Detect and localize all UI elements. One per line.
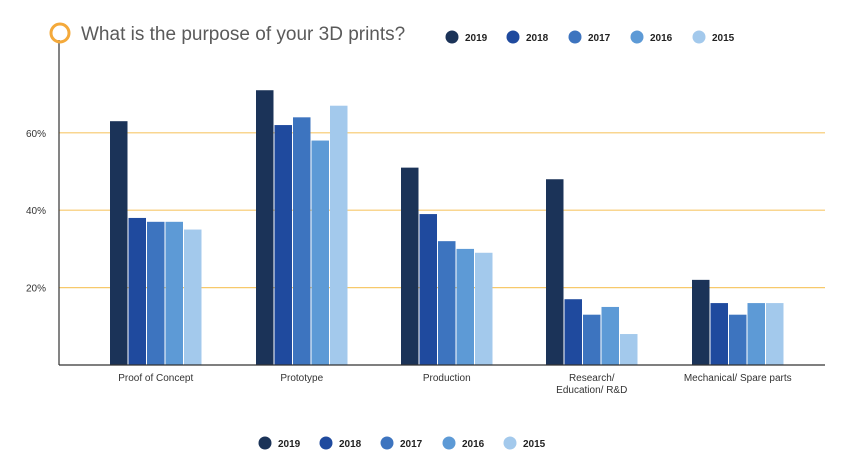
x-category-label: Prototype — [280, 373, 323, 384]
legend-swatch-2016 — [630, 30, 644, 44]
bar-2017 — [293, 117, 311, 365]
x-category-label: Mechanical/ Spare parts — [684, 373, 792, 384]
bar-2018 — [564, 299, 582, 365]
x-category-label: Proof of Concept — [118, 373, 193, 384]
legend-swatch-2015 — [503, 436, 517, 450]
bar-2016 — [165, 221, 183, 365]
bar-2018 — [128, 217, 146, 365]
bar-2015 — [330, 105, 348, 366]
legend-label: 2019 — [278, 439, 301, 450]
bar-2017 — [729, 314, 747, 365]
bar-2019 — [256, 90, 274, 365]
bar-2018 — [274, 125, 292, 365]
legend-bottom: 2019 2018 2017 2016 2015 — [258, 436, 546, 450]
bar-2015 — [184, 229, 202, 365]
legend-label: 2017 — [400, 439, 423, 450]
legend-label: 2019 — [465, 33, 488, 44]
circle-outline-icon — [49, 22, 71, 44]
bar-2016 — [601, 306, 619, 365]
y-tick-label: 60% — [26, 129, 46, 140]
legend-label: 2018 — [339, 439, 362, 450]
bar-2019 — [546, 179, 564, 365]
bar-2016 — [747, 303, 765, 365]
legend-label: 2016 — [650, 33, 673, 44]
legend-label: 2017 — [588, 33, 611, 44]
legend-swatch-2016 — [442, 436, 456, 450]
x-category-label: Research/ — [569, 373, 615, 384]
bar-2015 — [475, 252, 493, 365]
legend-swatch-2017 — [380, 436, 394, 450]
bar-2019 — [692, 279, 710, 365]
bar-2015 — [766, 303, 784, 365]
legend-swatch-2017 — [568, 30, 582, 44]
legend-swatch-2018 — [506, 30, 520, 44]
bar-2017 — [583, 314, 601, 365]
bar-2019 — [401, 167, 419, 365]
legend-swatch-2019 — [258, 436, 272, 450]
bar-2017 — [438, 241, 456, 365]
y-tick-label: 40% — [26, 206, 46, 217]
bar-2017 — [147, 221, 165, 365]
bar-2018 — [710, 303, 728, 365]
legend-swatch-2019 — [445, 30, 459, 44]
x-category-label: Education/ R&D — [556, 385, 627, 396]
bar-2016 — [311, 140, 329, 365]
bar-2015 — [620, 334, 638, 365]
legend-label: 2015 — [523, 439, 546, 450]
legend-top: 2019 2018 2017 2016 2015 — [445, 30, 735, 44]
x-category-label: Production — [423, 373, 471, 384]
legend-label: 2016 — [462, 439, 485, 450]
legend-label: 2018 — [526, 33, 549, 44]
bar-2018 — [419, 214, 437, 365]
legend-swatch-2015 — [692, 30, 706, 44]
chart-title-group: What is the purpose of your 3D prints? — [49, 22, 405, 45]
bar-2016 — [456, 248, 474, 365]
bars-layer — [110, 90, 784, 366]
chart-title: What is the purpose of your 3D prints? — [81, 24, 405, 45]
bar-2019 — [110, 121, 128, 365]
y-tick-label: 20% — [26, 284, 46, 295]
legend-swatch-2018 — [319, 436, 333, 450]
legend-label: 2015 — [712, 33, 735, 44]
labels-layer: 20% 40% 60% Proof of Concept Prototype Produc… — [26, 129, 792, 396]
axes-layer — [58, 40, 825, 366]
